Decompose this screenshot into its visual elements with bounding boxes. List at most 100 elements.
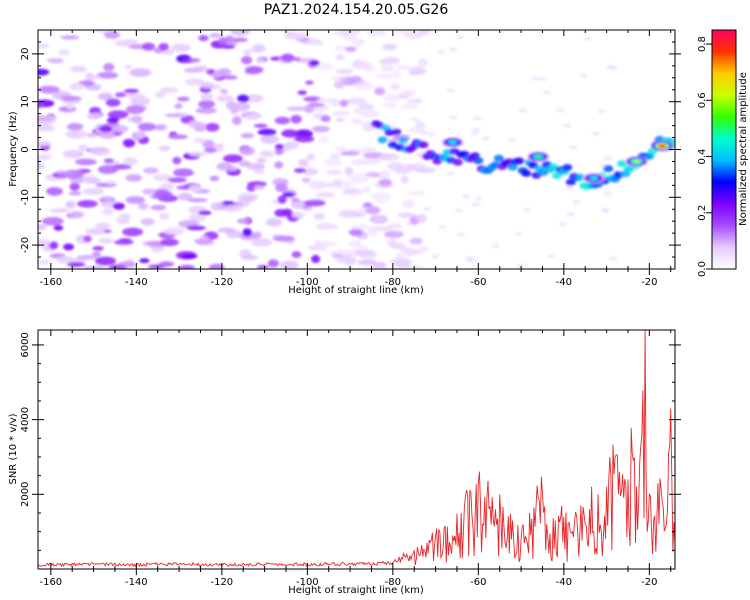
noise-blob bbox=[224, 35, 235, 43]
noise-blob bbox=[135, 130, 145, 137]
noise-blob bbox=[578, 73, 587, 78]
noise-blob bbox=[123, 88, 139, 94]
noise-blob bbox=[286, 106, 309, 111]
y-tick-label: 4000 bbox=[20, 407, 31, 432]
noise-blob bbox=[563, 123, 572, 128]
noise-blob bbox=[243, 48, 252, 56]
noise-blob bbox=[237, 218, 250, 224]
noise-blob bbox=[389, 242, 406, 250]
noise-blob bbox=[105, 98, 121, 107]
noise-blob bbox=[335, 68, 354, 75]
signal-blob bbox=[377, 136, 388, 144]
noise-blob bbox=[332, 253, 343, 259]
noise-blob bbox=[53, 224, 64, 231]
y-tick-label: 20 bbox=[20, 48, 31, 61]
noise-blob bbox=[315, 62, 335, 71]
spectrogram-panel: -160 -140 -120 -100 -80 -60 -40 -20-20-1001020 … bbox=[8, 29, 681, 296]
noise-blob bbox=[374, 87, 386, 96]
noise-blob bbox=[154, 91, 166, 98]
noise-blob bbox=[60, 95, 82, 102]
noise-blob bbox=[335, 146, 347, 152]
noise-blob bbox=[297, 90, 308, 95]
noise-blob bbox=[230, 107, 239, 115]
noise-blob bbox=[172, 168, 194, 177]
x-tick-label: -100 bbox=[296, 277, 319, 288]
snr-axes: -160 -140 -120 -100 -80 -60 -40 -20 2000 4000 6000 bbox=[20, 330, 681, 588]
noise-blob bbox=[38, 153, 52, 161]
noise-blob bbox=[380, 64, 395, 72]
noise-blob bbox=[143, 167, 159, 174]
noise-blob bbox=[163, 227, 185, 236]
noise-blob bbox=[335, 54, 345, 61]
noise-blob bbox=[325, 170, 344, 175]
noise-blob bbox=[202, 139, 215, 149]
noise-blob bbox=[38, 68, 50, 76]
noise-blob bbox=[58, 49, 70, 56]
colorbar-label: Normalized spectral amplitude bbox=[738, 72, 749, 226]
noise-blob bbox=[307, 102, 325, 107]
noise-blob bbox=[129, 68, 152, 77]
noise-blob bbox=[408, 69, 425, 76]
noise-blob bbox=[316, 222, 336, 230]
noise-blob bbox=[491, 243, 500, 248]
noise-blob bbox=[427, 132, 436, 137]
noise-blob bbox=[56, 171, 75, 176]
noise-blob bbox=[164, 113, 184, 118]
noise-blob bbox=[38, 239, 51, 247]
x-tick-label: -20 bbox=[641, 577, 657, 588]
noise-blob bbox=[159, 212, 170, 221]
noise-blob bbox=[158, 145, 171, 151]
noise-blob bbox=[336, 257, 351, 264]
noise-blob bbox=[103, 62, 115, 72]
signal-blob bbox=[552, 172, 563, 180]
noise-blob bbox=[188, 58, 201, 63]
noise-blob bbox=[376, 74, 397, 79]
noise-blob bbox=[256, 265, 269, 269]
noise-blob bbox=[237, 192, 259, 202]
noise-blob bbox=[69, 65, 88, 73]
noise-blob bbox=[339, 151, 360, 156]
noise-blob bbox=[153, 190, 173, 199]
noise-blob bbox=[397, 212, 417, 218]
noise-blob bbox=[294, 129, 313, 139]
noise-blob bbox=[514, 231, 523, 236]
noise-blob bbox=[104, 30, 120, 39]
noise-blob bbox=[46, 58, 64, 64]
noise-blob bbox=[82, 187, 105, 196]
noise-blob bbox=[508, 137, 517, 142]
noise-blob bbox=[208, 263, 225, 269]
noise-blob bbox=[293, 135, 315, 143]
noise-blob bbox=[112, 202, 125, 210]
noise-blob bbox=[160, 238, 179, 247]
noise-blob bbox=[313, 212, 325, 220]
noise-blob bbox=[403, 31, 424, 39]
noise-blob bbox=[400, 175, 409, 185]
noise-blob bbox=[538, 77, 547, 82]
noise-blob bbox=[609, 256, 618, 261]
noise-blob bbox=[222, 75, 238, 80]
noise-blob bbox=[167, 177, 187, 183]
noise-blob bbox=[94, 256, 117, 266]
signal-blob bbox=[521, 169, 532, 177]
noise-blob bbox=[438, 225, 447, 230]
noise-blob bbox=[547, 254, 556, 259]
signal-blob bbox=[565, 178, 576, 186]
noise-blob bbox=[171, 43, 191, 52]
noise-blob bbox=[449, 115, 458, 120]
noise-blob bbox=[68, 210, 85, 219]
noise-blob bbox=[414, 167, 436, 174]
noise-blob bbox=[345, 46, 357, 52]
noise-blob bbox=[49, 208, 70, 213]
noise-blob bbox=[199, 235, 210, 242]
noise-blob bbox=[482, 136, 491, 141]
noise-blob bbox=[124, 64, 133, 70]
noise-blob bbox=[97, 92, 113, 101]
peak-blob bbox=[589, 176, 598, 180]
noise-blob bbox=[320, 115, 331, 122]
noise-blob bbox=[431, 254, 440, 259]
noise-blob bbox=[204, 147, 217, 154]
noise-blob bbox=[38, 99, 45, 109]
colorbar-tick-label: 0.4 bbox=[697, 149, 708, 165]
noise-blob bbox=[160, 86, 179, 94]
noise-blob bbox=[183, 67, 203, 73]
